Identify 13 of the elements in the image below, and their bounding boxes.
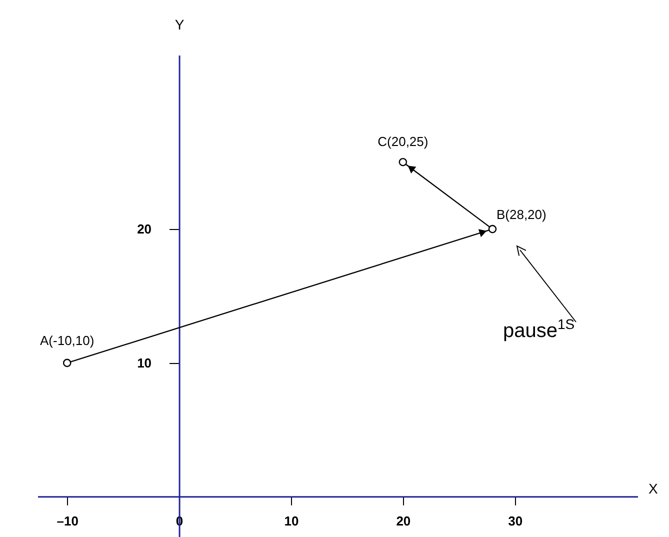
x-axis-title: X [648,480,658,496]
point [398,158,408,166]
y-axis-title: Y [174,16,185,32]
x-tick-label: 10 [284,513,299,528]
point [62,358,72,368]
x-tick-label: –10 [56,513,78,528]
x-tick-label: 20 [396,513,411,528]
annotation: A(-10,10) [40,332,94,348]
x-tick-label: 30 [508,513,523,528]
annotation: B(28,20) [496,207,546,222]
point [488,224,497,234]
annotation: C(20,25) [378,134,428,150]
annotation: pause$^{1S}$ [503,316,575,342]
